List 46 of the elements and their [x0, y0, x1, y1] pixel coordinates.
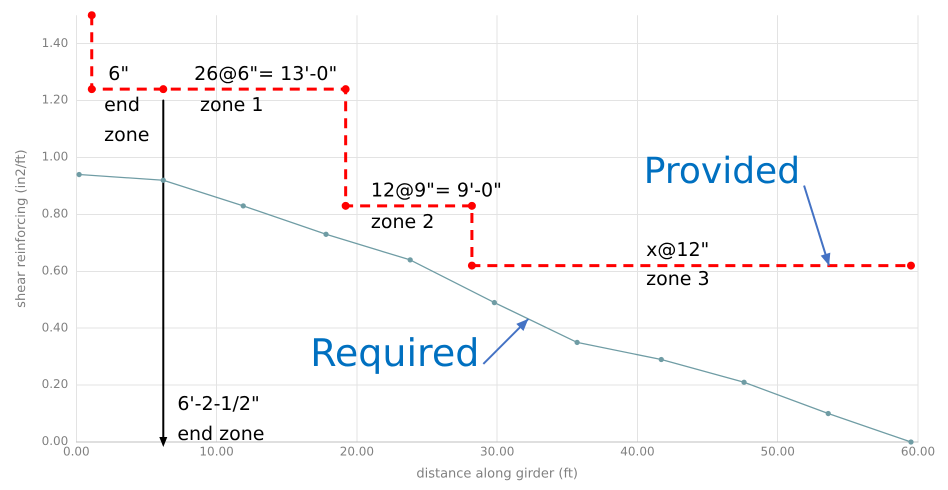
- annotation: 6'-2-1/2" end zone: [177, 392, 264, 445]
- series-label: Required: [310, 330, 480, 375]
- point: [826, 410, 831, 416]
- y-tick-label: 0.20: [42, 377, 68, 392]
- point: [342, 202, 350, 210]
- x-tick-label: 60.00: [900, 444, 936, 458]
- point: [908, 439, 914, 445]
- point: [240, 203, 246, 208]
- point: [574, 340, 580, 346]
- annotation: zone 2: [370, 210, 434, 233]
- annotation: zone 3: [646, 268, 710, 290]
- y-tick-label: 0.40: [42, 320, 68, 334]
- point: [906, 262, 915, 270]
- point: [323, 232, 329, 237]
- x-tick-label: 40.00: [620, 444, 655, 458]
- point: [741, 380, 747, 385]
- point: [160, 178, 166, 183]
- y-tick-label: 1.20: [42, 92, 68, 107]
- point: [88, 85, 96, 94]
- annotation: 6": [108, 62, 130, 85]
- y-axis-title: shear reinforcing (in2/ft): [14, 149, 30, 308]
- x-tick-label: 0.00: [62, 444, 90, 458]
- point: [76, 172, 82, 178]
- y-tick-label: 1.40: [42, 36, 68, 50]
- y-tick-label: 0.60: [42, 263, 68, 278]
- annotation: 12@9"= 9'-0": [370, 179, 502, 202]
- x-axis-title: distance along girder (ft): [416, 466, 578, 482]
- point: [408, 257, 413, 263]
- x-tick-label: 20.00: [340, 444, 374, 458]
- point: [468, 262, 476, 270]
- point: [492, 300, 498, 306]
- y-tick-label: 1.00: [42, 150, 68, 164]
- annotation: x@12": [646, 239, 710, 262]
- point: [658, 356, 664, 362]
- y-tick-label: 0.80: [42, 206, 68, 220]
- point: [159, 85, 168, 94]
- annotation: end zone: [104, 94, 150, 146]
- point: [342, 85, 350, 94]
- text: Provided: [644, 150, 800, 192]
- x-tick-label: 50.00: [760, 444, 795, 458]
- point: [468, 202, 476, 210]
- x-tick-label: 10.00: [199, 444, 234, 458]
- point: [88, 11, 96, 20]
- x-tick-label: 30.00: [480, 444, 514, 458]
- annotation: 26@6"= 13'-0": [194, 62, 338, 85]
- annotation: zone 1: [200, 94, 264, 116]
